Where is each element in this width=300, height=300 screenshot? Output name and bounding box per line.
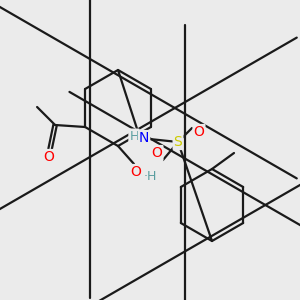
Text: ·H: ·H [144, 170, 158, 184]
Text: O: O [130, 165, 141, 179]
Text: O: O [194, 125, 204, 139]
Text: O: O [152, 146, 162, 160]
Text: N: N [139, 131, 149, 145]
Text: H: H [129, 130, 139, 142]
Text: O: O [44, 150, 55, 164]
Text: S: S [174, 135, 182, 149]
